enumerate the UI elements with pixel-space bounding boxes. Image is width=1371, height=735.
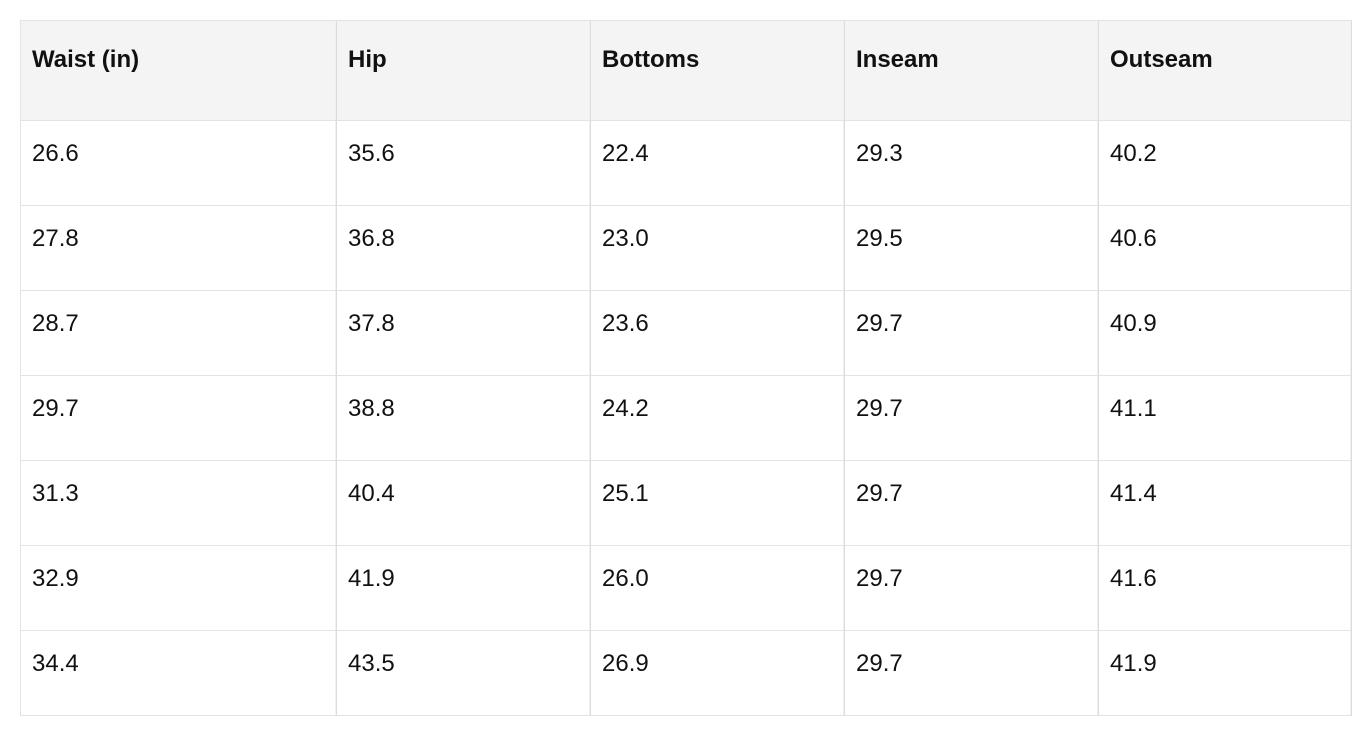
header-cell: Waist (in) — [21, 21, 337, 121]
table-cell: 41.6 — [1099, 546, 1352, 631]
table-row: 32.9 41.9 26.0 29.7 41.6 — [21, 546, 1352, 631]
table-cell: 41.9 — [337, 546, 591, 631]
size-table: Waist (in) Hip Bottoms Inseam Outseam 26.6 35… — [20, 20, 1352, 716]
table-cell: 29.7 — [845, 631, 1099, 716]
table-cell: 34.4 — [21, 631, 337, 716]
table-row: 31.3 40.4 25.1 29.7 41.4 — [21, 461, 1352, 546]
table-row: 27.8 36.8 23.0 29.5 40.6 — [21, 206, 1352, 291]
table-cell: 29.7 — [21, 376, 337, 461]
table-cell: 23.0 — [591, 206, 845, 291]
header-cell: Hip — [337, 21, 591, 121]
table-cell: 40.6 — [1099, 206, 1352, 291]
table-cell: 36.8 — [337, 206, 591, 291]
header-cell: Inseam — [845, 21, 1099, 121]
table-cell: 26.9 — [591, 631, 845, 716]
table-cell: 37.8 — [337, 291, 591, 376]
table-cell: 41.9 — [1099, 631, 1352, 716]
table-cell: 35.6 — [337, 121, 591, 206]
table-cell: 28.7 — [21, 291, 337, 376]
table-row: 26.6 35.6 22.4 29.3 40.2 — [21, 121, 1352, 206]
header-row: Waist (in) Hip Bottoms Inseam Outseam — [21, 21, 1352, 121]
table-cell: 29.7 — [845, 291, 1099, 376]
table-cell: 40.9 — [1099, 291, 1352, 376]
table-cell: 24.2 — [591, 376, 845, 461]
table-cell: 40.4 — [337, 461, 591, 546]
table-cell: 29.7 — [845, 546, 1099, 631]
table-cell: 31.3 — [21, 461, 337, 546]
table-cell: 38.8 — [337, 376, 591, 461]
table-cell: 27.8 — [21, 206, 337, 291]
header-cell: Bottoms — [591, 21, 845, 121]
table-cell: 43.5 — [337, 631, 591, 716]
table-cell: 29.7 — [845, 376, 1099, 461]
table-cell: 23.6 — [591, 291, 845, 376]
header-cell: Outseam — [1099, 21, 1352, 121]
table-cell: 41.1 — [1099, 376, 1352, 461]
table-cell: 29.3 — [845, 121, 1099, 206]
table-cell: 26.0 — [591, 546, 845, 631]
table-cell: 41.4 — [1099, 461, 1352, 546]
table-row: 29.7 38.8 24.2 29.7 41.1 — [21, 376, 1352, 461]
table-row: 34.4 43.5 26.9 29.7 41.9 — [21, 631, 1352, 716]
table-body: 26.6 35.6 22.4 29.3 40.2 27.8 36.8 23.0 29.5 40.6… — [21, 121, 1352, 716]
table-cell: 32.9 — [21, 546, 337, 631]
table-cell: 40.2 — [1099, 121, 1352, 206]
table-cell: 26.6 — [21, 121, 337, 206]
table-cell: 22.4 — [591, 121, 845, 206]
table-cell: 29.5 — [845, 206, 1099, 291]
table-cell: 25.1 — [591, 461, 845, 546]
table-row: 28.7 37.8 23.6 29.7 40.9 — [21, 291, 1352, 376]
table-cell: 29.7 — [845, 461, 1099, 546]
